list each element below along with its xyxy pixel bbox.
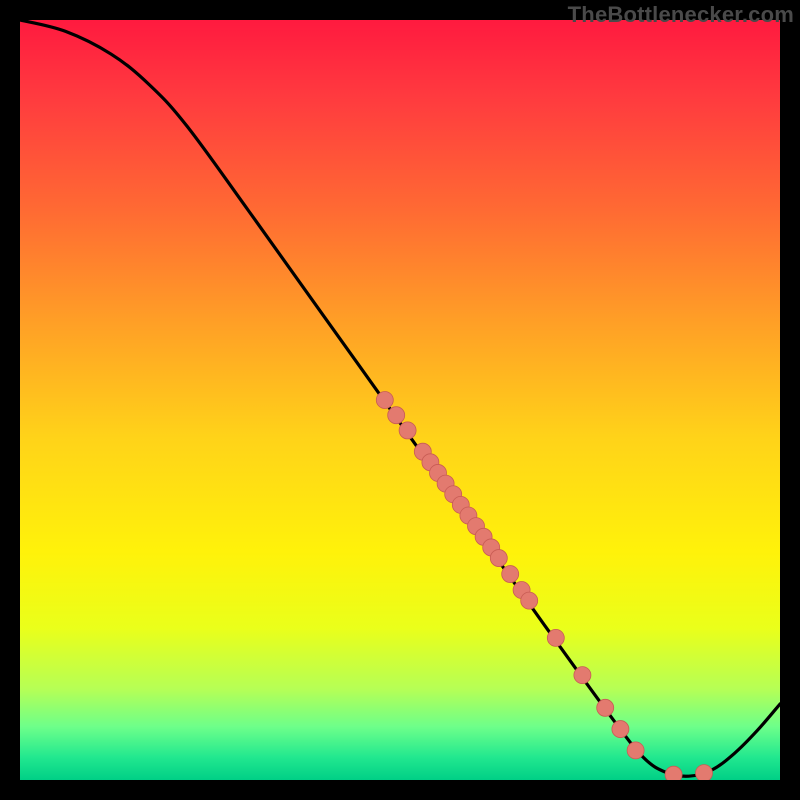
chart-container: TheBottlenecker.com	[0, 0, 800, 800]
data-marker	[399, 422, 416, 439]
data-marker	[388, 407, 405, 424]
data-marker	[376, 392, 393, 409]
data-marker	[597, 699, 614, 716]
data-marker	[521, 592, 538, 609]
data-marker	[502, 566, 519, 583]
data-marker	[547, 629, 564, 646]
data-marker	[612, 721, 629, 738]
plot-background	[20, 20, 780, 780]
data-marker	[627, 742, 644, 759]
data-marker	[574, 667, 591, 684]
watermark-text: TheBottlenecker.com	[568, 2, 794, 28]
chart-svg	[0, 0, 800, 800]
data-marker	[696, 765, 713, 782]
data-marker	[490, 550, 507, 567]
